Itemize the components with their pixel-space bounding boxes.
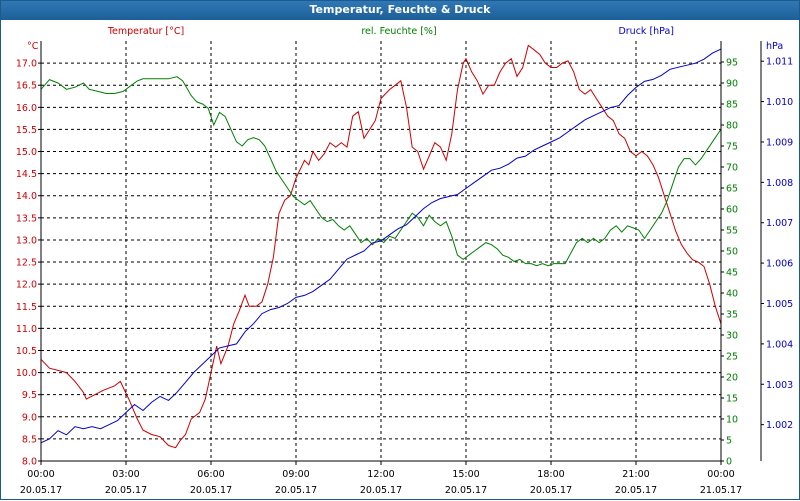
- pressure-tick-label: 1.010: [766, 97, 793, 108]
- temperature-tick-label: 13.5: [16, 213, 37, 224]
- date-tick-label: 21.05.17: [700, 485, 742, 496]
- pressure-tick-label: 1.002: [766, 420, 793, 431]
- date-tick-label: 20.05.17: [360, 485, 402, 496]
- humidity-axis-label: rel. Feuchte [%]: [361, 26, 436, 37]
- humidity-tick-label: 0: [726, 457, 732, 468]
- humidity-tick-label: 65: [726, 184, 738, 195]
- temperature-tick-label: 11.5: [16, 302, 37, 313]
- temperature-axis-label: Temperatur [°C]: [107, 26, 184, 37]
- date-tick-label: 20.05.17: [445, 485, 487, 496]
- humidity-tick-label: 10: [726, 415, 738, 426]
- humidity-tick-label: 70: [726, 163, 738, 174]
- temperature-tick-label: 12.0: [16, 280, 37, 291]
- humidity-tick-label: 90: [726, 79, 738, 90]
- date-tick-label: 20.05.17: [190, 485, 232, 496]
- time-tick-label: 18:00: [537, 469, 564, 480]
- temperature-tick-label: 15.5: [16, 125, 37, 136]
- time-tick-label: 03:00: [112, 469, 139, 480]
- title-bar: Temperatur, Feuchte & Druck: [1, 1, 799, 20]
- axes: [38, 41, 764, 465]
- temperature-tick-label: 8.5: [22, 434, 37, 445]
- temperature-tick-label: 10.0: [16, 368, 37, 379]
- axis-labels: 8.0 8.5 9.0 9.5 10.0 10.5 11.0 11.5 12.0 12.5 13.0…: [16, 26, 793, 496]
- pressure-tick-label: 1.008: [766, 178, 793, 189]
- time-tick-label: 00:00: [27, 469, 54, 480]
- temperature-series-line: [40, 44, 722, 449]
- humidity-tick-label: 60: [726, 205, 738, 216]
- pressure-tick-label: 1.004: [766, 339, 793, 350]
- time-tick-label: 21:00: [622, 469, 649, 480]
- temperature-tick-label: 8.0: [22, 457, 37, 468]
- window-title: Temperatur, Feuchte & Druck: [309, 3, 491, 16]
- pressure-tick-label: 1.011: [766, 57, 793, 68]
- date-tick-label: 20.05.17: [275, 485, 317, 496]
- temperature-tick-label: 16.0: [16, 103, 37, 114]
- temperature-tick-label: 14.5: [16, 169, 37, 180]
- temperature-tick-label: 9.5: [22, 390, 37, 401]
- time-tick-label: 09:00: [282, 469, 309, 480]
- pressure-tick-label: 1.006: [766, 259, 793, 270]
- pressure-tick-label: 1.005: [766, 299, 793, 310]
- temperature-tick-label: 17.0: [16, 59, 37, 70]
- time-tick-label: 00:00: [707, 469, 734, 480]
- temperature-tick-label: 14.0: [16, 191, 37, 202]
- pressure-tick-label: 1.009: [766, 137, 793, 148]
- temperature-tick-label: 11.0: [16, 324, 37, 335]
- humidity-tick-label: 80: [726, 121, 738, 132]
- time-tick-label: 12:00: [367, 469, 394, 480]
- series-lines: [40, 44, 722, 449]
- date-tick-label: 20.05.17: [105, 485, 147, 496]
- pressure-tick-label: 1.003: [766, 380, 793, 391]
- time-tick-label: 06:00: [197, 469, 224, 480]
- humidity-tick-label: 35: [726, 310, 738, 321]
- pressure-axis-label: Druck [hPa]: [618, 26, 674, 37]
- time-tick-label: 15:00: [452, 469, 479, 480]
- humidity-tick-label: 30: [726, 331, 738, 342]
- humidity-tick-label: 50: [726, 247, 738, 258]
- date-tick-label: 20.05.17: [530, 485, 572, 496]
- humidity-tick-label: 40: [726, 289, 738, 300]
- humidity-tick-label: 95: [726, 58, 738, 69]
- pressure-tick-label: 1.007: [766, 218, 793, 229]
- temperature-unit-label: °C: [27, 41, 39, 52]
- temperature-tick-label: 15.0: [16, 147, 37, 158]
- humidity-tick-label: 45: [726, 268, 738, 279]
- humidity-tick-label: 15: [726, 394, 738, 405]
- humidity-tick-label: 55: [726, 226, 738, 237]
- humidity-tick-label: 25: [726, 352, 738, 363]
- grid-lines: [40, 41, 722, 462]
- pressure-series-line: [40, 48, 722, 444]
- temperature-tick-label: 16.5: [16, 81, 37, 92]
- date-tick-label: 20.05.17: [20, 485, 62, 496]
- pressure-unit-label: hPa: [766, 41, 783, 52]
- temperature-tick-label: 13.0: [16, 235, 37, 246]
- humidity-tick-label: 85: [726, 100, 738, 111]
- temperature-tick-label: 12.5: [16, 258, 37, 269]
- humidity-tick-label: 5: [726, 436, 732, 447]
- humidity-tick-label: 20: [726, 373, 738, 384]
- humidity-tick-label: 75: [726, 142, 738, 153]
- temperature-tick-label: 10.5: [16, 346, 37, 357]
- date-tick-label: 20.05.17: [615, 485, 657, 496]
- temperature-tick-label: 9.0: [22, 412, 37, 423]
